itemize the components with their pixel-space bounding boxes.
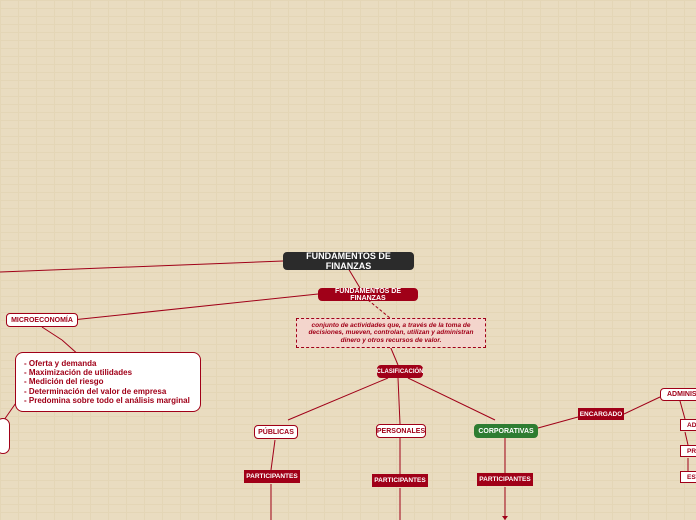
personales-node: PERSONALES [376,424,426,438]
root-node: FUNDAMENTOS DE FINANZAS [283,252,414,270]
right-estr-node: ESTR [680,471,696,483]
list-item: - Oferta y demanda [24,359,192,368]
encargado-node: ENCARGADO [578,408,624,420]
right-estr-label: ESTR [687,474,696,481]
clasificacion-node: CLASIFICACIÓN [377,365,423,378]
description-box: conjunto de actividades que, a través de… [296,318,486,348]
personales-label: PERSONALES [377,428,425,435]
encargado-label: ENCARGADO [580,411,623,418]
empty-box-left [0,418,10,454]
right-admi-node: ADMI [680,419,696,431]
list-item: - Predomina sobre todo el análisis margi… [24,396,192,405]
corporativas-label: CORPORATIVAS [478,428,533,435]
sub-label: FUNDAMENTOS DE FINANZAS [325,288,411,302]
microeconomia-list: - Oferta y demanda - Maximización de uti… [15,352,201,412]
participantes-node-right: PARTICIPANTES [477,473,533,486]
corporativas-node: CORPORATIVAS [474,424,538,438]
clasificacion-label: CLASIFICACIÓN [377,369,424,375]
list-item: - Medición del riesgo [24,377,192,386]
microeconomia-node: MICROECONOMÍA [6,313,78,327]
publicas-node: PÚBLICAS [254,425,298,439]
microeconomia-label: MICROECONOMÍA [11,317,73,324]
sub-node: FUNDAMENTOS DE FINANZAS [318,288,418,301]
list-item: - Determinación del valor de empresa [24,387,192,396]
participantes-label: PARTICIPANTES [374,477,425,484]
right-admi-label: ADMI [687,422,696,429]
participantes-label: PARTICIPANTES [246,473,297,480]
participantes-node-left: PARTICIPANTES [244,470,300,483]
root-label: FUNDAMENTOS DE FINANZAS [290,251,407,271]
list-item: - Maximización de utilidades [24,368,192,377]
publicas-label: PÚBLICAS [258,429,294,436]
right-adminis-node: ADMINIS [660,388,696,401]
right-pres-node: PRES [680,445,696,457]
right-adminis-label: ADMINIS [667,391,696,398]
description-text: conjunto de actividades que, a través de… [305,322,477,344]
participantes-node-center: PARTICIPANTES [372,474,428,487]
participantes-label: PARTICIPANTES [479,476,530,483]
right-pres-label: PRES [687,448,696,455]
